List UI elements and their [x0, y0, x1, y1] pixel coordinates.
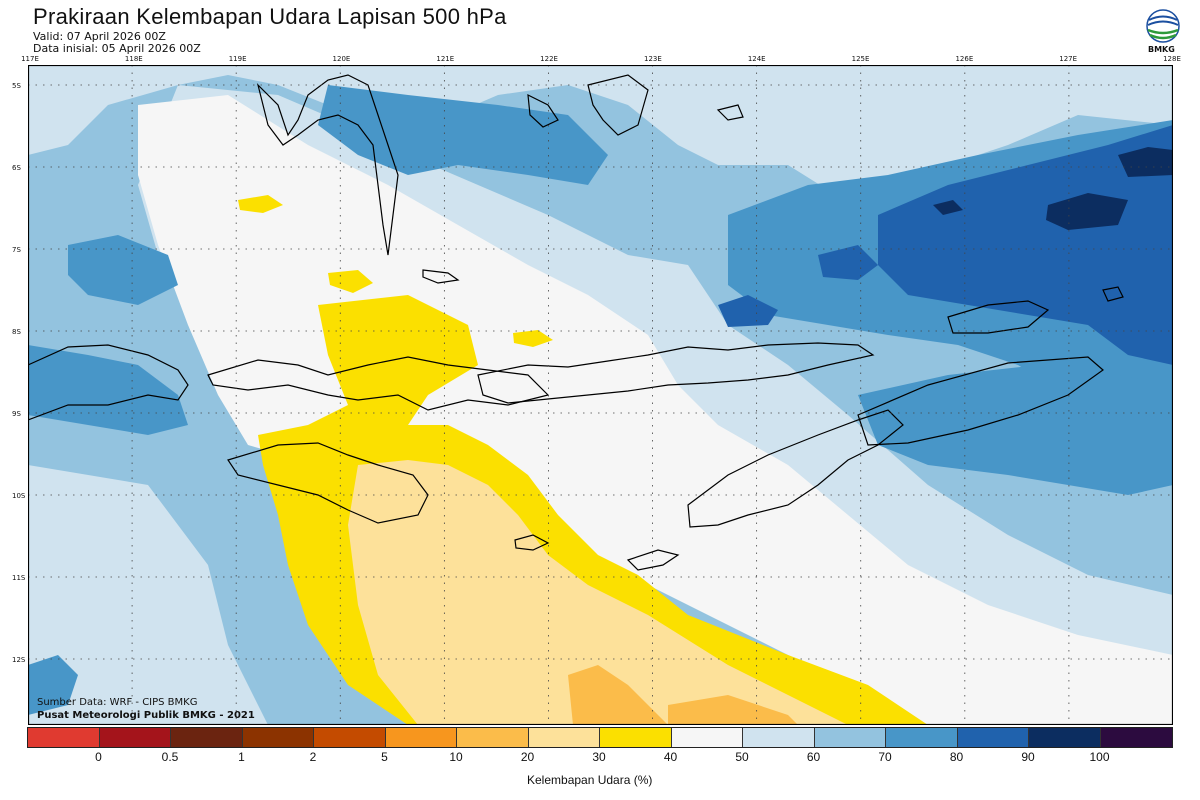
colorbar-swatch: [600, 728, 672, 747]
coast-small-1: [716, 104, 744, 121]
field-blue-patch: [718, 295, 778, 327]
colorbar-swatch: [957, 728, 1029, 747]
field-mid-blue-west2: [68, 235, 178, 305]
field-pale-blue-sw: [28, 465, 268, 725]
lat-label: 7S: [12, 246, 21, 254]
lat-label: 6S: [12, 164, 21, 172]
lon-label: 125E: [851, 55, 870, 63]
field-blue-patch2: [818, 245, 878, 280]
colorbar-swatch: [814, 728, 886, 747]
field-dark-blue-3: [933, 200, 963, 215]
field-yellow-blob-2: [328, 270, 373, 293]
field-dry-orange-2: [668, 695, 798, 725]
coast-sumbawa: [207, 356, 550, 411]
valid-time: Valid: 07 April 2026 00Z: [33, 30, 166, 43]
colorbar-tick: 0.5: [161, 750, 179, 764]
coast-rote: [626, 549, 680, 571]
lat-label: 8S: [12, 328, 21, 336]
lon-label: 123E: [644, 55, 662, 63]
coast-sulawesi-south: [256, 74, 399, 256]
colorbar-tick: 80: [949, 750, 964, 764]
lon-label: 128E: [1163, 55, 1181, 63]
lon-label: 120E: [332, 55, 351, 63]
coast-flores: [477, 342, 875, 404]
colorbar-tick: 70: [878, 750, 892, 764]
field-blue-ne: [878, 125, 1173, 365]
coast-savu: [514, 534, 550, 551]
field-mid-blue-sw: [28, 655, 78, 715]
field-dark-blue: [1046, 193, 1128, 230]
map-title: Prakiraan Kelembapan Udara Lapisan 500 h…: [33, 4, 507, 29]
colorbar-tick: 90: [1021, 750, 1035, 764]
colorbar-swatch: [28, 728, 100, 747]
lat-label: 5S: [12, 82, 21, 90]
field-yellow-blob-1: [238, 195, 283, 213]
colorbar-tick: 40: [663, 750, 678, 764]
coast-small-2: [1102, 286, 1124, 302]
field-yellow-blob-3: [513, 330, 553, 347]
field-dry-orange: [568, 665, 668, 725]
data-source: Sumber Data: WRF - CIPS BMKG: [37, 697, 198, 708]
colorbar-tick: 2: [309, 750, 317, 764]
colorbar-swatch: [314, 728, 386, 747]
colorbar-tick: 5: [381, 750, 388, 764]
field-mid-blue-north: [318, 85, 608, 185]
coastlines: [28, 74, 1124, 571]
lon-label: 122E: [540, 55, 558, 63]
colorbar-label: Kelembapan Udara (%): [527, 773, 653, 787]
map-frame: [28, 65, 1173, 725]
colorbar-swatch: [671, 728, 743, 747]
field-white: [138, 95, 1173, 725]
logo-text: BMKG: [1148, 45, 1175, 54]
colorbar-tick: 50: [735, 750, 749, 764]
colorbar-tick: 1: [238, 750, 245, 764]
bmkg-logo-icon: [1146, 9, 1180, 43]
coast-tanimbar-shelf: [857, 356, 1104, 446]
lon-label: 117E: [21, 55, 39, 63]
colorbar-tick: 30: [592, 750, 606, 764]
colorbar-swatch: [171, 728, 243, 747]
colorbar-swatch: [457, 728, 529, 747]
lon-label: 118E: [124, 55, 143, 63]
colorbar-swatch: [242, 728, 314, 747]
colorbar-swatch: [99, 728, 171, 747]
lon-label: 121E: [436, 55, 455, 63]
field-mid-blue-west: [28, 345, 188, 435]
lon-label: 127E: [1059, 55, 1078, 63]
coast-wetar: [947, 300, 1050, 334]
colorbar-swatch: [743, 728, 815, 747]
colorbar-swatch: [886, 728, 958, 747]
lon-label: 119E: [228, 55, 247, 63]
lat-label: 9S: [12, 410, 21, 418]
colorbar-swatch: [528, 728, 600, 747]
colorbar: [27, 727, 1173, 748]
coast-selayar: [422, 269, 460, 284]
field-dark-blue-2: [1118, 147, 1173, 177]
colorbar-swatch: [1029, 728, 1101, 747]
colorbar-tick: 0: [95, 750, 102, 764]
init-time: Data inisial: 05 April 2026 00Z: [33, 42, 201, 55]
graticule: [28, 65, 1173, 725]
field-mid-blue-east: [858, 365, 1173, 495]
colorbar-tick: 60: [806, 750, 821, 764]
colorbar-swatch: [1100, 728, 1172, 747]
field-pale-blue-north: [28, 65, 1173, 190]
colorbar-swatch: [385, 728, 457, 747]
organization: Pusat Meteorologi Publik BMKG - 2021: [37, 710, 255, 721]
lat-label: 11S: [12, 574, 26, 582]
coast-sumba: [227, 442, 429, 524]
lat-label: 10S: [12, 492, 26, 500]
humidity-map: [28, 65, 1173, 725]
colorbar-tick: 10: [449, 750, 463, 764]
colorbar-tick: 100: [1089, 750, 1110, 764]
coast-buton: [527, 93, 559, 128]
colorbar-tick: 20: [520, 750, 535, 764]
coast-lombok-sumbawa: [28, 344, 189, 421]
lon-label: 124E: [747, 55, 766, 63]
lat-label: 12S: [12, 656, 26, 664]
coast-buru-east: [587, 74, 649, 136]
field-dry-light: [348, 460, 848, 725]
lon-label: 126E: [955, 55, 974, 63]
